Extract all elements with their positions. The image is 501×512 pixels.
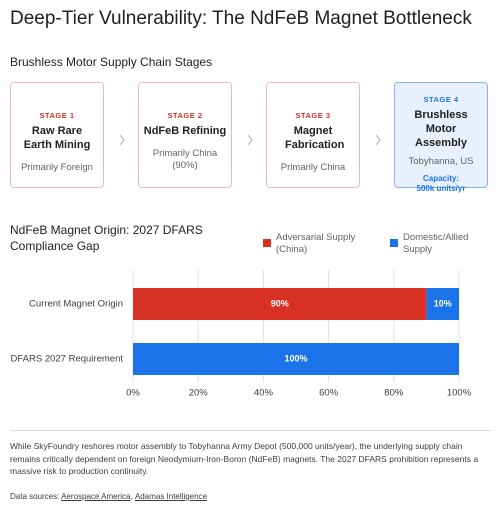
source-link: Aerospace America: [61, 492, 131, 501]
sources-list: Aerospace AmericaAdamas Intelligence: [61, 492, 207, 501]
stage-card: STAGE 3 Magnet Fabrication Primarily China: [266, 82, 360, 188]
y-tick-label: Current Magnet Origin: [29, 299, 123, 310]
legend-item: Adversarial Supply (China): [263, 232, 373, 256]
legend-item: Domestic/Allied Supply: [390, 232, 480, 256]
page-title: Deep-Tier Vulnerability: The NdFeB Magne…: [10, 8, 472, 29]
legend-swatch: [390, 239, 398, 247]
value-label: 100%: [284, 353, 307, 363]
bar: [133, 343, 459, 375]
value-label: 90%: [271, 298, 289, 308]
stage-label: STAGE 1: [39, 111, 75, 120]
section-title: Brushless Motor Supply Chain Stages: [10, 55, 213, 69]
legend-swatch: [263, 239, 271, 247]
stage-origin: Primarily China (90%): [152, 148, 218, 171]
stage-label: STAGE 4: [423, 95, 459, 104]
source-link: Adamas Intelligence: [131, 492, 207, 501]
stage-capacity: Capacity: 500k units/yr: [416, 174, 466, 193]
sources: Data sources: Aerospace AmericaAdamas In…: [10, 492, 207, 501]
stage-card: STAGE 1 Raw Rare Earth Mining Primarily Fo…: [10, 82, 104, 188]
stage-name: Brushless Motor Assembly: [414, 109, 468, 149]
x-tick-label: 20%: [189, 388, 209, 399]
stage-card: STAGE 4 Brushless Motor Assembly Tobyhanna…: [394, 82, 488, 193]
x-tick-label: 80%: [384, 388, 404, 399]
value-label: 10%: [434, 298, 452, 308]
stage-name: NdFeB Refining: [143, 125, 227, 137]
arrow: [247, 134, 253, 146]
arrow: [119, 134, 125, 146]
x-tick-label: 40%: [254, 388, 274, 399]
footer-text: While SkyFoundry reshores motor assembly…: [10, 441, 479, 476]
x-tick-label: 100%: [447, 388, 472, 399]
x-tick-label: 60%: [319, 388, 339, 399]
legend-label: Adversarial Supply (China): [276, 232, 356, 255]
y-tick-label: DFARS 2027 Requirement: [11, 354, 124, 365]
chart: 0% 20% 40% 60% 80% 100% Current Magnet Origin 9…: [11, 270, 472, 399]
x-tick-label: 0%: [126, 388, 140, 399]
bar: [426, 288, 459, 320]
stage-label: STAGE 2: [167, 111, 203, 120]
stage-origin: Tobyhanna, US: [408, 156, 474, 167]
stage-origin: Primarily Foreign: [21, 162, 93, 173]
bar: [133, 288, 427, 320]
stage-label: STAGE 3: [295, 111, 331, 120]
legend-label: Domestic/Allied Supply: [403, 232, 469, 255]
stage-card: STAGE 2 NdFeB Refining Primarily China (90…: [138, 82, 232, 188]
sources-label: Data sources:: [10, 492, 60, 501]
divider: [10, 430, 491, 431]
stage-origin: Primarily China: [280, 162, 346, 173]
arrows: [119, 134, 381, 146]
chart-title: NdFeB Magnet Origin: 2027 DFARS Complian…: [10, 223, 203, 253]
arrow: [375, 134, 381, 146]
stage-name: Magnet Fabrication: [285, 125, 345, 151]
stage-name: Raw Rare Earth Mining: [23, 125, 91, 151]
